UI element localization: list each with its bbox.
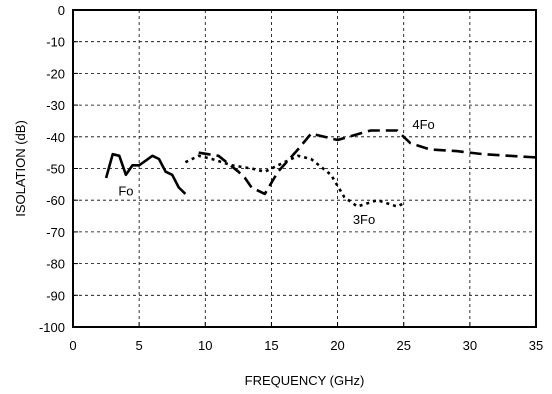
y-tick-label: -100	[39, 320, 65, 335]
tick-layer: 0 5 10 15 20 25 30 35 0 -10 -20 -30 -40 -50 -60 -70 -80 -…	[39, 3, 543, 353]
series-line-3fo	[184, 154, 405, 208]
x-tick-label: 25	[396, 338, 410, 353]
plot-frame	[72, 9, 537, 328]
y-tick-label: -30	[46, 98, 65, 113]
x-tick-label: 5	[136, 338, 143, 353]
x-tick-label: 10	[198, 338, 212, 353]
series-label-fo: Fo	[118, 184, 133, 199]
y-tick-label: -40	[46, 130, 65, 145]
x-tick-label: 15	[264, 338, 278, 353]
y-tick-label: -70	[46, 225, 65, 240]
series-line-4fo	[198, 129, 537, 196]
y-tick-label: 0	[58, 3, 65, 18]
x-tick-label: 20	[330, 338, 344, 353]
series-label-4fo: 4Fo	[412, 117, 434, 132]
series-label-3fo: 3Fo	[353, 212, 375, 227]
y-axis-title: ISOLATION (dB)	[13, 120, 28, 217]
series-line-fo	[104, 152, 187, 195]
y-tick-label: -10	[46, 35, 65, 50]
x-axis-title: FREQUENCY (GHz)	[245, 373, 365, 388]
y-tick-label: -20	[46, 66, 65, 81]
y-tick-label: -90	[46, 288, 65, 303]
y-tick-label: -60	[46, 193, 65, 208]
grid	[73, 10, 536, 327]
x-tick-label: 30	[463, 338, 477, 353]
x-tick-label: 0	[69, 338, 76, 353]
y-tick-label: -80	[46, 257, 65, 272]
x-tick-label: 35	[529, 338, 543, 353]
series-layer	[104, 129, 537, 208]
labels-layer: Fo 3Fo 4Fo	[118, 117, 434, 227]
y-tick-label: -50	[46, 162, 65, 177]
